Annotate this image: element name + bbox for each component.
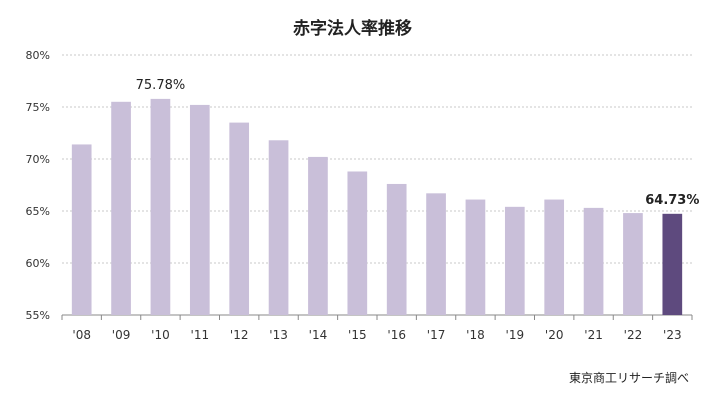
bar — [426, 193, 446, 315]
x-tick-label: '11 — [191, 328, 210, 342]
x-tick-label: '13 — [269, 328, 288, 342]
bar — [189, 104, 210, 315]
x-tick-label: '08 — [72, 328, 91, 342]
bar — [308, 156, 328, 315]
bar — [465, 199, 486, 315]
x-tick-label: '17 — [427, 328, 446, 342]
bar — [71, 144, 92, 315]
x-tick-label: '20 — [545, 328, 564, 342]
y-tick-label: 65% — [26, 205, 50, 218]
x-tick-label: '21 — [584, 328, 603, 342]
data-label: 64.73% — [645, 193, 699, 208]
x-tick-label: '09 — [112, 328, 131, 342]
x-tick-label: '16 — [387, 328, 406, 342]
bar — [229, 122, 250, 315]
bar — [150, 98, 171, 315]
chart-title: 赤字法人率推移 — [293, 19, 412, 39]
x-tick-label: '22 — [624, 328, 643, 342]
y-tick-label: 60% — [26, 257, 50, 270]
x-tick-label: '10 — [151, 328, 170, 342]
bar — [544, 199, 565, 315]
bar — [111, 101, 131, 315]
bar — [623, 213, 643, 315]
bar — [386, 183, 407, 315]
x-tick-label: '14 — [309, 328, 328, 342]
bar — [504, 206, 525, 315]
data-label: 75.78% — [136, 78, 186, 93]
bar — [347, 171, 368, 315]
y-tick-label: 80% — [26, 49, 50, 62]
y-tick-label: 75% — [26, 101, 50, 114]
y-tick-label: 70% — [26, 153, 50, 166]
x-tick-label: '12 — [230, 328, 249, 342]
source-note: 東京商工リサーチ調べ — [568, 371, 689, 385]
bar — [268, 140, 289, 315]
bar — [662, 213, 683, 315]
x-tick-label: '23 — [663, 328, 682, 342]
x-tick-label: '19 — [506, 328, 525, 342]
bar — [583, 207, 604, 315]
x-tick-label: '15 — [348, 328, 367, 342]
x-tick-label: '18 — [466, 328, 485, 342]
y-tick-label: 55% — [26, 309, 50, 322]
